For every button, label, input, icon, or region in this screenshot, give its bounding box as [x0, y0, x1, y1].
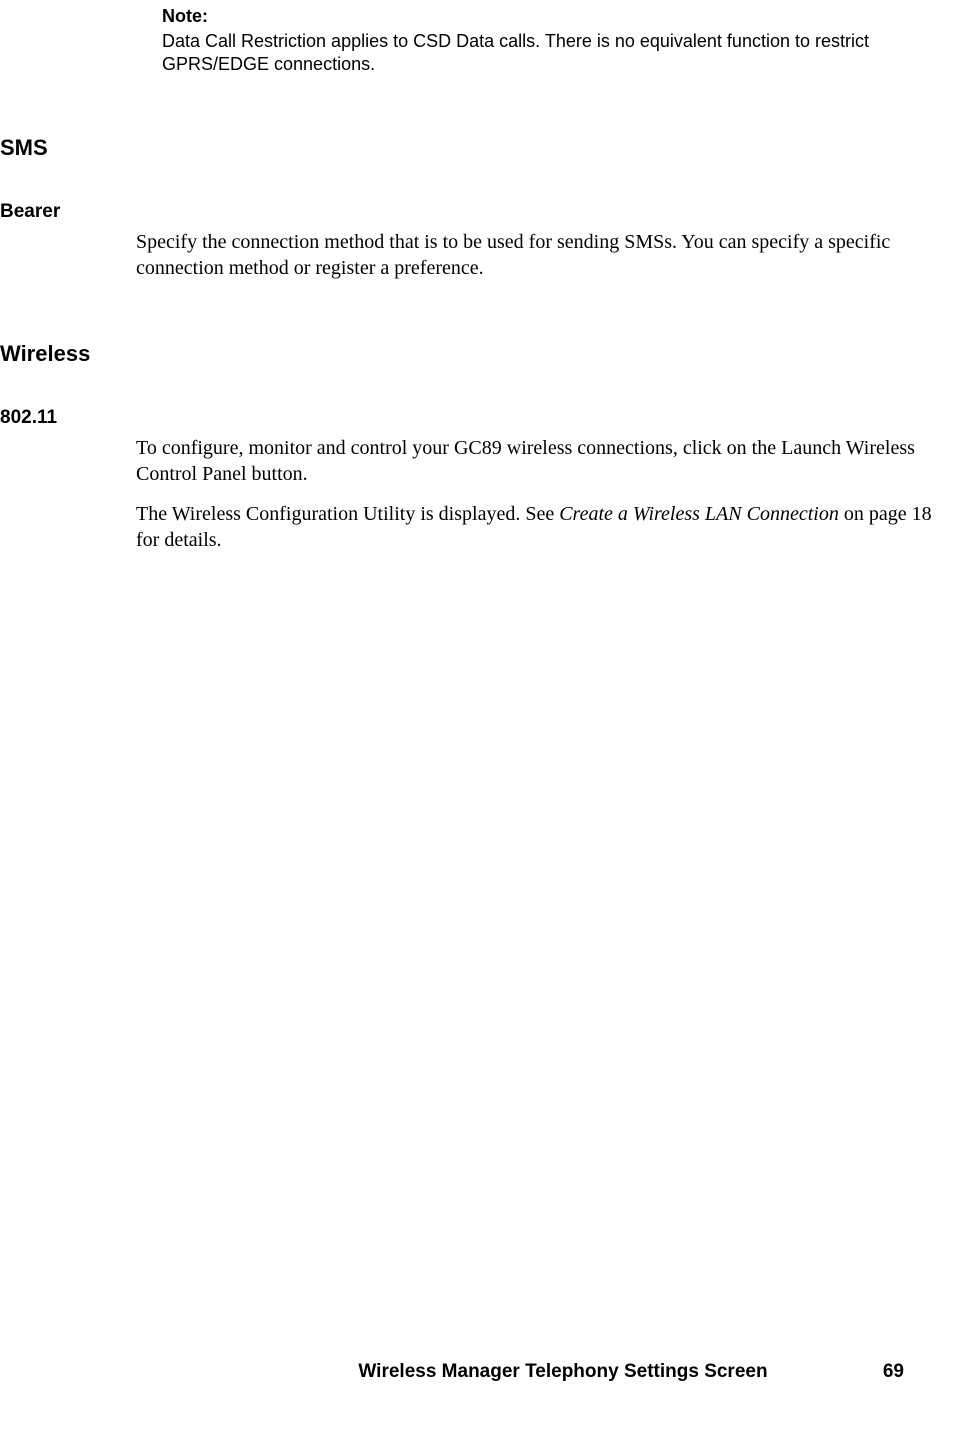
body-text-80211-1: To configure, monitor and control your G…	[136, 435, 944, 487]
section-heading-wireless: Wireless	[0, 341, 974, 367]
cross-ref-wlan: Create a Wireless LAN Connection	[559, 503, 839, 525]
footer-page-number: 69	[883, 1361, 904, 1383]
document-page: Note: Data Call Restriction applies to C…	[0, 0, 974, 1431]
body-text-bearer: Specify the connection method that is to…	[136, 229, 944, 281]
note-label: Note:	[162, 5, 904, 28]
body-text-80211-2-pre: The Wireless Configuration Utility is di…	[136, 503, 559, 525]
note-body: Data Call Restriction applies to CSD Dat…	[162, 30, 904, 75]
note-block: Note: Data Call Restriction applies to C…	[162, 5, 904, 75]
page-footer: Wireless Manager Telephony Settings Scre…	[0, 1361, 974, 1383]
sub-heading-80211: 802.11	[0, 407, 974, 429]
section-heading-sms: SMS	[0, 135, 974, 161]
footer-title: Wireless Manager Telephony Settings Scre…	[358, 1361, 767, 1383]
sub-heading-bearer: Bearer	[0, 201, 974, 223]
body-text-80211-2: The Wireless Configuration Utility is di…	[136, 501, 944, 553]
